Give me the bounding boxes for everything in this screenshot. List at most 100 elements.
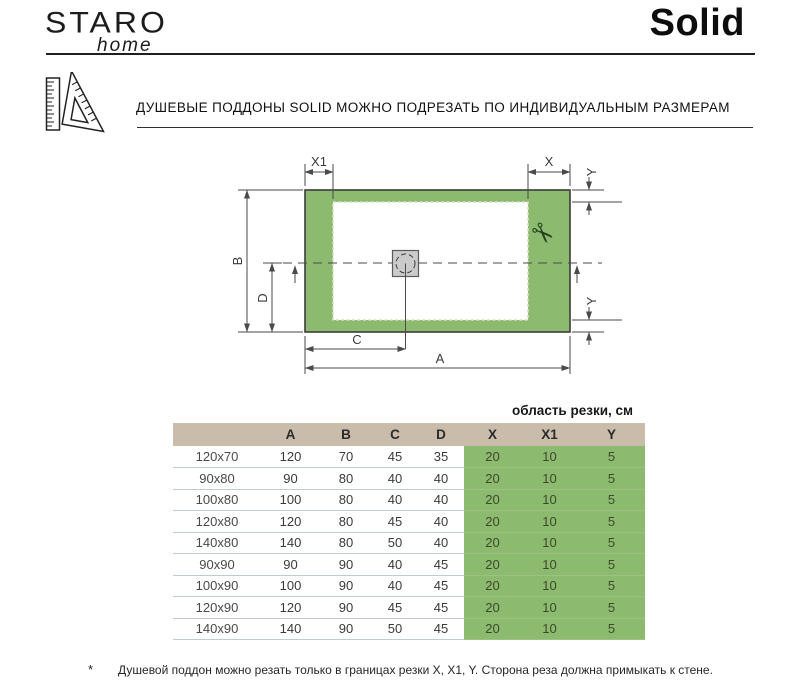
cell-value: 120 bbox=[261, 446, 320, 468]
cell-value: 50 bbox=[372, 618, 418, 640]
column-header: X1 bbox=[521, 423, 578, 446]
cell-value: 10 bbox=[521, 553, 578, 576]
cell-value: 40 bbox=[372, 489, 418, 511]
cell-value: 10 bbox=[521, 446, 578, 468]
cell-value: 5 bbox=[578, 596, 645, 619]
cell-size: 120x70 bbox=[173, 446, 261, 468]
cell-value: 10 bbox=[521, 575, 578, 597]
column-header: A bbox=[261, 423, 320, 446]
cell-value: 45 bbox=[418, 553, 464, 576]
document-heading: ДУШЕВЫЕ ПОДДОНЫ SOLID МОЖНО ПОДРЕЗАТЬ ПО… bbox=[136, 100, 730, 115]
cell-value: 90 bbox=[320, 575, 372, 597]
cell-value: 40 bbox=[418, 467, 464, 490]
dim-label-b: B bbox=[230, 257, 245, 266]
table-row: 140x80 140 80 50 40 20 10 5 bbox=[173, 532, 645, 554]
cell-value: 5 bbox=[578, 510, 645, 533]
cell-value: 40 bbox=[418, 532, 464, 554]
cell-size: 120x80 bbox=[173, 510, 261, 533]
cell-value: 40 bbox=[372, 467, 418, 490]
cell-value: 40 bbox=[418, 510, 464, 533]
cell-value: 90 bbox=[320, 596, 372, 619]
table-header-row: A B C D X X1 Y bbox=[173, 423, 645, 446]
cell-value: 10 bbox=[521, 510, 578, 533]
cell-value: 20 bbox=[464, 467, 521, 490]
brand-logo-text: STARO bbox=[45, 6, 168, 40]
cell-value: 10 bbox=[521, 489, 578, 511]
footnote-text: Душевой поддон можно резать только в гра… bbox=[118, 663, 713, 677]
cell-value: 20 bbox=[464, 510, 521, 533]
cell-value: 45 bbox=[372, 596, 418, 619]
size-table-body: A B C D X X1 Y 120x70 120 70 45 35 20 10 5 90x80 90 80 40 4… bbox=[173, 423, 645, 640]
cell-value: 5 bbox=[578, 575, 645, 597]
cell-value: 20 bbox=[464, 618, 521, 640]
column-header: C bbox=[372, 423, 418, 446]
cell-value: 90 bbox=[261, 553, 320, 576]
cell-value: 45 bbox=[418, 618, 464, 640]
ruler-square-icon bbox=[45, 72, 105, 133]
page-title: Solid bbox=[649, 2, 745, 44]
cell-value: 45 bbox=[418, 575, 464, 597]
cell-size: 100x90 bbox=[173, 575, 261, 597]
column-header: D bbox=[418, 423, 464, 446]
cell-value: 20 bbox=[464, 446, 521, 468]
cutting-area-label: область резки, см bbox=[511, 403, 634, 418]
cell-size: 120x90 bbox=[173, 596, 261, 619]
cell-value: 10 bbox=[521, 467, 578, 490]
column-header: X bbox=[464, 423, 521, 446]
cell-value: 45 bbox=[418, 596, 464, 619]
cell-value: 40 bbox=[372, 575, 418, 597]
cell-size: 90x90 bbox=[173, 553, 261, 576]
cell-value: 20 bbox=[464, 553, 521, 576]
table-row: 100x80 100 80 40 40 20 10 5 bbox=[173, 489, 645, 511]
table-row: 90x80 90 80 40 40 20 10 5 bbox=[173, 467, 645, 490]
cell-value: 5 bbox=[578, 618, 645, 640]
column-header bbox=[173, 423, 261, 446]
cutting-diagram: ✂ X1 X Y Y bbox=[230, 154, 622, 374]
cell-value: 100 bbox=[261, 489, 320, 511]
tray-inner-area bbox=[332, 201, 529, 321]
cell-value: 10 bbox=[521, 532, 578, 554]
cell-size: 90x80 bbox=[173, 467, 261, 490]
cell-value: 10 bbox=[521, 618, 578, 640]
table-row: 140x90 140 90 50 45 20 10 5 bbox=[173, 618, 645, 640]
cell-value: 20 bbox=[464, 596, 521, 619]
cell-value: 80 bbox=[320, 467, 372, 490]
cell-value: 5 bbox=[578, 489, 645, 511]
table-row: 120x80 120 80 45 40 20 10 5 bbox=[173, 510, 645, 533]
cell-value: 90 bbox=[261, 467, 320, 490]
cell-value: 45 bbox=[372, 446, 418, 468]
cell-value: 50 bbox=[372, 532, 418, 554]
cell-value: 80 bbox=[320, 489, 372, 511]
column-header: B bbox=[320, 423, 372, 446]
dim-label-c: C bbox=[352, 332, 361, 347]
cell-value: 5 bbox=[578, 532, 645, 554]
table-row: 100x90 100 90 40 45 20 10 5 bbox=[173, 575, 645, 597]
table-row: 120x70 120 70 45 35 20 10 5 bbox=[173, 446, 645, 468]
cell-value: 120 bbox=[261, 596, 320, 619]
cell-value: 120 bbox=[261, 510, 320, 533]
cell-value: 140 bbox=[261, 618, 320, 640]
brand-logo: STARO home bbox=[45, 6, 168, 57]
footnote-marker: * bbox=[88, 662, 94, 677]
cell-value: 40 bbox=[372, 553, 418, 576]
cell-size: 140x90 bbox=[173, 618, 261, 640]
heading-underline bbox=[137, 127, 753, 128]
cell-value: 90 bbox=[320, 618, 372, 640]
cell-size: 100x80 bbox=[173, 489, 261, 511]
cell-value: 5 bbox=[578, 467, 645, 490]
brand-logo-subtext: home bbox=[97, 35, 153, 56]
cell-value: 20 bbox=[464, 575, 521, 597]
cell-value: 70 bbox=[320, 446, 372, 468]
cell-value: 80 bbox=[320, 532, 372, 554]
drain-icon bbox=[391, 249, 420, 349]
cell-value: 140 bbox=[261, 532, 320, 554]
cell-value: 35 bbox=[418, 446, 464, 468]
dim-label-d: D bbox=[255, 293, 270, 302]
cell-value: 90 bbox=[320, 553, 372, 576]
table-row: 90x90 90 90 40 45 20 10 5 bbox=[173, 553, 645, 576]
cell-value: 40 bbox=[418, 489, 464, 511]
dim-label-a: A bbox=[436, 351, 445, 366]
table-row: 120x90 120 90 45 45 20 10 5 bbox=[173, 596, 645, 619]
cell-value: 100 bbox=[261, 575, 320, 597]
